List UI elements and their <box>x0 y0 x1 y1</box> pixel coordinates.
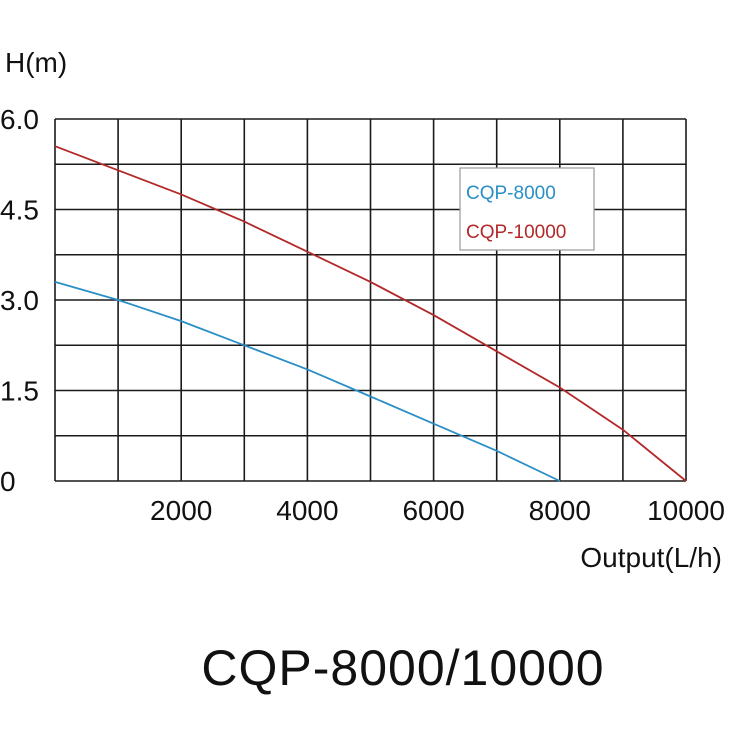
x-axis-title: Output(L/h) <box>580 542 722 573</box>
grid-layer <box>54 118 687 482</box>
tick-labels: 2000 4000 6000 8000 10000 0 1.5 3.0 4.5 6.0 <box>0 104 725 526</box>
y-tick-label-3.0: 3.0 <box>0 285 39 316</box>
y-tick-label-6.0: 6.0 <box>0 104 39 135</box>
y-axis-title: H(m) <box>5 47 67 78</box>
series-layer <box>54 145 687 482</box>
y-tick-label-0: 0 <box>0 466 16 497</box>
x-tick-label-6000: 6000 <box>402 495 464 526</box>
legend: CQP-8000 CQP-10000 <box>459 167 595 251</box>
y-tick-label-4.5: 4.5 <box>0 195 39 226</box>
chart-title: CQP-8000/10000 <box>201 640 604 696</box>
x-tick-label-10000: 10000 <box>647 495 725 526</box>
x-tick-label-2000: 2000 <box>150 495 212 526</box>
series-line-cqp-8000 <box>54 281 561 482</box>
y-tick-label-1.5: 1.5 <box>0 376 39 407</box>
x-tick-label-4000: 4000 <box>276 495 338 526</box>
legend-item-cqp-10000: CQP-10000 <box>466 222 566 243</box>
x-tick-label-8000: 8000 <box>529 495 591 526</box>
legend-item-cqp-8000: CQP-8000 <box>466 183 556 204</box>
legend-box <box>459 167 595 251</box>
series-line-cqp-10000 <box>54 145 687 482</box>
